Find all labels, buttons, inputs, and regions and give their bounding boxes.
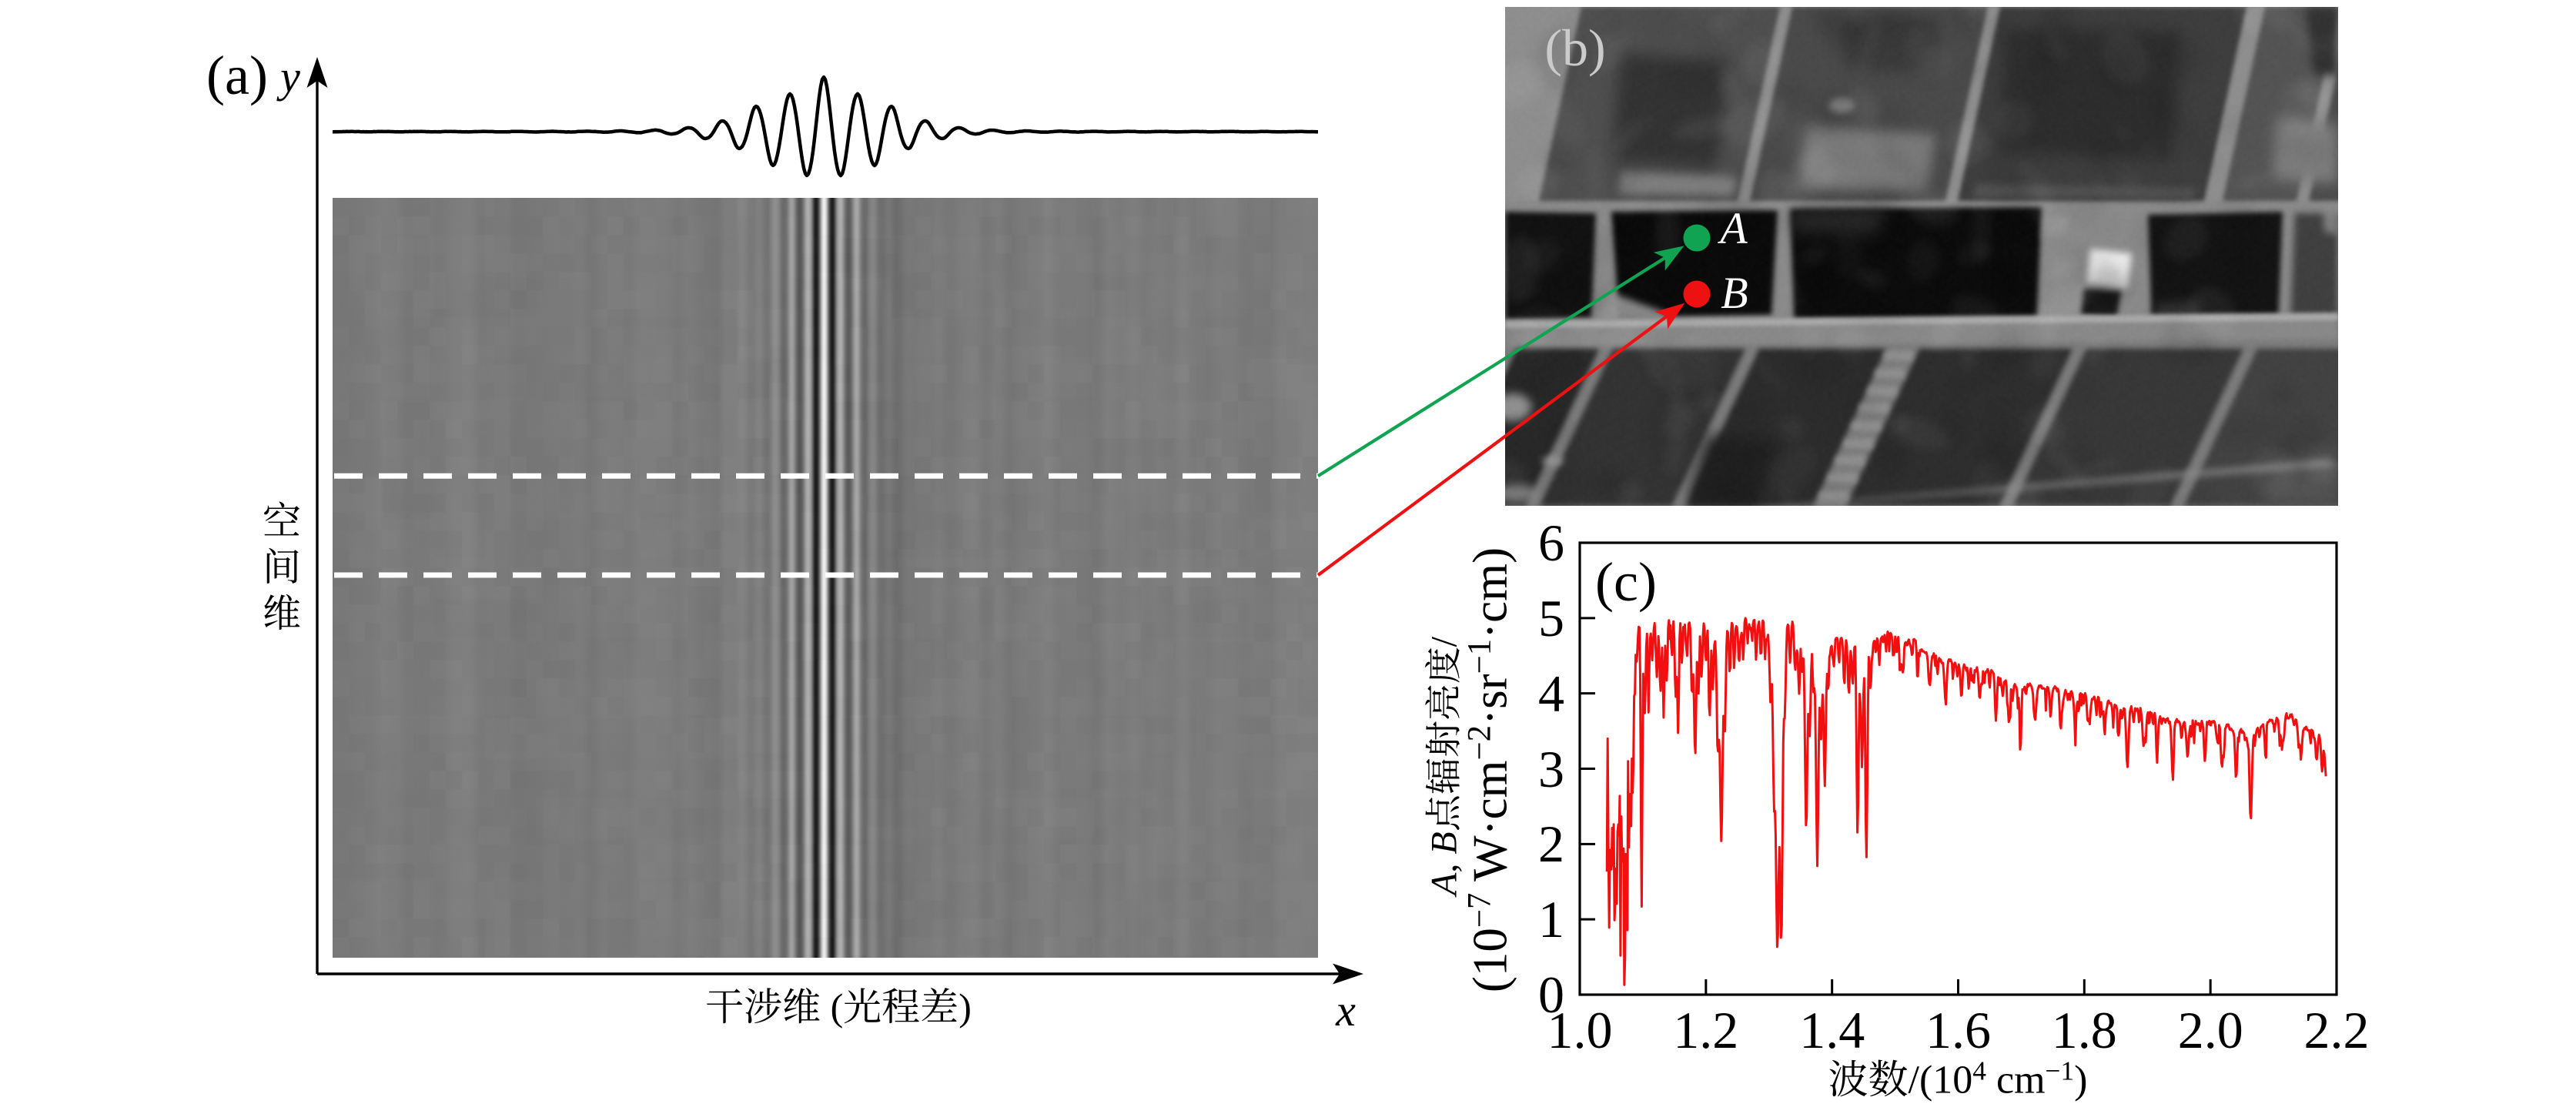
cjk-glyph: [784, 988, 820, 1024]
superscript: −1: [2045, 1054, 2075, 1086]
panel-c-ytick-label: 4: [1538, 664, 1564, 723]
panel-c-ytick-label: 1: [1538, 890, 1564, 949]
text-run: (: [821, 985, 844, 1029]
text-run: ·sr: [1463, 674, 1517, 725]
math-italic-run: A: [1423, 872, 1465, 895]
text-run: ): [958, 985, 972, 1029]
cjk-glyph: [1869, 1059, 1908, 1097]
cjk-glyph: [1425, 685, 1460, 719]
panel-c-y-axis-title-line1: A, B /: [1423, 637, 1465, 895]
pointer-arrow-shaft-a: [1316, 254, 1670, 478]
panel-a-y-axis-arrowhead: [306, 57, 328, 88]
text-run: W·cm: [1463, 760, 1517, 893]
cjk-glyph: [707, 989, 743, 1024]
cjk-glyph: [922, 988, 957, 1022]
panel-a-x-axis-label: x: [1336, 985, 1356, 1035]
panel-c-xtick-label: 1.4: [1799, 1001, 1865, 1059]
pointer-arrow-shaft-b: [1316, 313, 1671, 577]
text-run: ·cm): [1463, 547, 1517, 639]
cjk-glyph: [1425, 796, 1460, 831]
text-run: cm: [1986, 1058, 2046, 1102]
cjk-glyph: [844, 988, 881, 1024]
cjk-glyph: [1425, 647, 1460, 683]
aerial-scene-image: [1505, 7, 2338, 506]
panel-c-xtick-label: 1.6: [1925, 1001, 1991, 1059]
panel-c-xtick-label: 1.8: [2051, 1001, 2117, 1059]
superscript: −7: [1461, 892, 1498, 928]
superscript: −2: [1461, 724, 1498, 761]
panel-c-xtick-label: 2.0: [2177, 1001, 2243, 1059]
cjk-glyph: [1425, 759, 1460, 794]
panel-b-tag: (b): [1544, 18, 1606, 77]
cjk-glyph: [882, 988, 920, 1024]
cjk-glyph: [264, 501, 300, 536]
panel-c-xtick-label: 1.2: [1673, 1001, 1739, 1059]
panel-a-x-axis-arrowhead: [1333, 963, 1363, 985]
panel-a-spatial-dimension-label: [263, 493, 301, 639]
panel-c-x-axis-title: /(104 cm−1): [1828, 1054, 2088, 1102]
panel-c-ytick-label: 2: [1538, 815, 1564, 874]
panel-c-frame: [1578, 541, 2338, 996]
panel-c-xtick-label: 2.2: [2303, 1001, 2370, 1059]
cjk-glyph: [1425, 721, 1460, 757]
panel-a-y-axis-label: y: [280, 52, 300, 102]
panel-c-xtick-label: 1.0: [1547, 1001, 1613, 1059]
panel-c-ytick-label: 6: [1538, 514, 1564, 572]
point-b-label: B: [1721, 268, 1748, 318]
point-b-dot: [1683, 280, 1711, 308]
superscript: −1: [1461, 638, 1498, 674]
pointer-arrow-head-b: [1654, 303, 1685, 330]
point-a-dot: [1683, 224, 1711, 252]
panel-c-ytick-label: 0: [1538, 965, 1564, 1024]
panel-c-tag: (c): [1595, 551, 1657, 613]
superscript: 4: [1972, 1054, 1986, 1086]
text-run: /(10: [1908, 1058, 1973, 1102]
cjk-glyph: [745, 988, 781, 1024]
math-italic-run: B: [1423, 831, 1465, 855]
panel-a-interferogram-trace: [332, 75, 1319, 178]
panel-c-ytick-label: 5: [1538, 588, 1564, 647]
cjk-glyph: [266, 547, 299, 584]
panel-a-interference-dimension-label: (): [705, 986, 972, 1026]
text-run: A, B: [1423, 831, 1465, 895]
panel-c-ytick-label: 3: [1538, 739, 1564, 798]
point-a-label: A: [1720, 203, 1748, 253]
text-run: ): [2074, 1058, 2088, 1102]
panel-a-tag: (a): [206, 45, 268, 106]
text-run: (10: [1463, 928, 1517, 993]
text-run: /: [1423, 637, 1465, 647]
panel-c-y-axis-title-line2: (10−7 W·cm−2·sr−1·cm): [1461, 547, 1517, 993]
panel-c-spectrum-line: [1605, 617, 2327, 986]
cjk-glyph: [264, 594, 300, 630]
pointer-arrow-head-a: [1653, 246, 1684, 271]
cjk-glyph: [1829, 1059, 1868, 1097]
